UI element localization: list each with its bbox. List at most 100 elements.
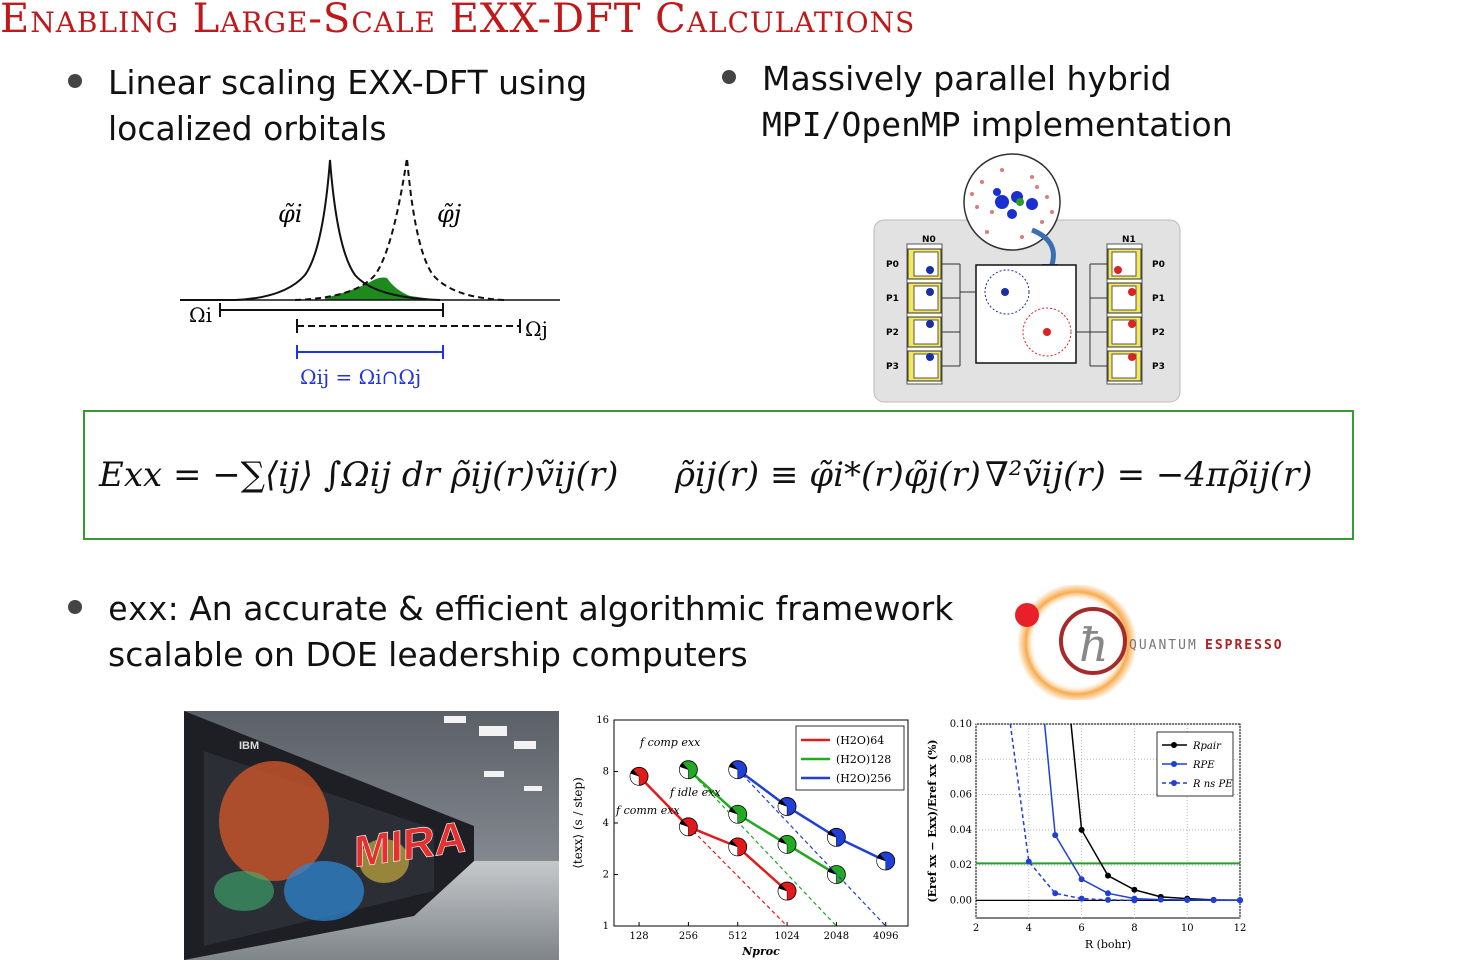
proc-label: P2 [1152, 328, 1165, 338]
data-point [1237, 897, 1243, 904]
exchange-energy-equation: Exx = −∑⟨ij⟩ ∫Ωij dr ρ̃ij(r)ṽij(r) [99, 455, 619, 495]
bullet-dot [68, 600, 82, 614]
x-tick-label: 256 [679, 931, 698, 942]
legend-label: Rpair [1192, 741, 1222, 752]
series-line [687, 768, 838, 876]
series-line [1009, 723, 1135, 902]
quantum-espresso-logo: ħ QUANTUM ESPRESSO [1015, 585, 1284, 700]
y-tick-label: 0.04 [950, 825, 972, 836]
x-tick-label: 6 [1078, 923, 1084, 934]
x-axis-label: R (bohr) [1085, 938, 1131, 951]
x-tick-label: 2 [973, 923, 979, 934]
code-text: MPI/OpenMP [762, 105, 961, 144]
mpi-openmp-diagram: N0 P0 P1 P2 P3 N1 P0 P1 P2 P3 [873, 153, 1181, 403]
legend-marker [1171, 761, 1177, 767]
omega-j-label: Ωj [525, 317, 548, 341]
node-1-label: N1 [1122, 235, 1136, 245]
series-line [638, 775, 788, 893]
y-tick-label: 0.02 [950, 860, 972, 871]
proc-label: P3 [886, 362, 899, 372]
legend-box [1156, 731, 1234, 797]
legend-marker [1171, 742, 1177, 748]
data-point [1157, 896, 1164, 903]
series-line [736, 768, 887, 863]
pie-marker-slice [876, 857, 886, 871]
pie-marker-slice [778, 884, 788, 892]
node-0-procs [907, 248, 942, 382]
x-tick-label: 8 [1131, 923, 1137, 934]
code-text: exx [108, 589, 168, 628]
y-axis-label: ⟨texx⟩ (s / step) [571, 777, 585, 869]
pie-marker-slice [729, 762, 738, 770]
y-tick-label: 0.10 [950, 719, 972, 730]
annotation-comm: f comm exx [615, 804, 680, 817]
molecule-sphere [963, 153, 1061, 251]
pie-marker-slice [728, 810, 738, 824]
legend-marker [1171, 780, 1177, 786]
pie-marker-slice [679, 762, 689, 770]
y-tick-label: 0.00 [950, 895, 972, 906]
phi-j-label: φ̃j [437, 200, 462, 228]
bullet-text: localized orbitals [108, 109, 387, 148]
pie-marker-slice [679, 766, 689, 779]
proc-label: P2 [886, 328, 899, 338]
pie-marker-slice [827, 833, 837, 847]
x-tick-label: 1024 [774, 931, 799, 942]
proc-label: P0 [886, 260, 899, 270]
proc-label: P3 [1152, 362, 1165, 372]
proc-label: P0 [1152, 260, 1165, 270]
pie-marker-slice [630, 769, 640, 777]
legend-label: (H2O)256 [836, 772, 891, 785]
omega-i-label: Ωi [189, 303, 212, 327]
ideal-scaling-line [687, 769, 837, 927]
overlap-region [325, 277, 440, 300]
pie-marker-slice [679, 819, 689, 827]
pie-marker-slice [729, 839, 738, 847]
bullet-text: Massively parallel hybrid [762, 59, 1172, 98]
bullet-parallel: Massively parallel hybrid MPI/OpenMP imp… [762, 56, 1233, 148]
x-tick-label: 4096 [873, 931, 898, 942]
pie-marker-slice [777, 887, 788, 901]
omega-ij-label: Ωij = Ωi∩Ωj [300, 365, 421, 389]
y-tick-label: 0.08 [950, 754, 972, 765]
strong-scaling-chart: 128 256 512 1024 2048 4096 1 2 4 8 16 Nproc ⟨texx⟩ (… [571, 715, 909, 958]
y-tick-label: 4 [603, 818, 609, 829]
bullet-dot [68, 74, 82, 88]
pie-marker-slice [777, 803, 788, 816]
annotation-idle: f idle exx [669, 786, 721, 799]
y-tick-label: 0.06 [950, 790, 972, 801]
bullet-exx-framework: exx: An accurate & efficient algorithmic… [108, 586, 953, 678]
convergence-chart: 2 4 6 8 10 12 0.00 0.02 0.04 0.06 0.08 0.10 R (bohr)… [926, 719, 1246, 951]
logo-text-espresso: ESPRESSO [1205, 638, 1284, 653]
x-tick-label: 2048 [824, 931, 849, 942]
hbar-glyph: ħ [1079, 618, 1109, 672]
water-molecules [970, 168, 1054, 239]
data-point [1105, 890, 1111, 897]
x-tick-label: 512 [728, 931, 747, 942]
bullet-linear-scaling: Linear scaling EXX-DFT using localized o… [108, 60, 587, 152]
ideal-scaling-line [737, 769, 887, 927]
pie-marker-slice [877, 853, 886, 861]
legend-label: R ns PE [1192, 779, 1233, 790]
data-point [1025, 858, 1032, 865]
node-0-label: N0 [922, 235, 936, 245]
pie-marker-slice [827, 871, 837, 884]
data-point [1105, 872, 1111, 879]
mira-supercomputer-photo: IBM MIRA [184, 711, 559, 960]
pie-marker-slice [629, 772, 640, 786]
data-point [1052, 832, 1059, 839]
pie-marker-slice [827, 867, 837, 875]
pie-marker-slice [777, 841, 788, 854]
pie-marker-slice [778, 799, 788, 807]
data-point [1078, 895, 1085, 902]
phi-i-label: φ̃i [278, 200, 302, 228]
y-tick-label: 16 [596, 715, 609, 726]
data-point [1078, 876, 1085, 883]
x-tick-label: 4 [1026, 923, 1032, 934]
proc-label: P1 [886, 294, 899, 304]
y-tick-label: 2 [603, 870, 609, 881]
equation-box: Exx = −∑⟨ij⟩ ∫Ωij dr ρ̃ij(r)ṽij(r) ρ̃ij(… [83, 410, 1354, 540]
legend-label: (H2O)64 [836, 734, 884, 747]
orbital-i-curve [180, 159, 441, 301]
annotation-comp: f comp exx [639, 736, 701, 749]
